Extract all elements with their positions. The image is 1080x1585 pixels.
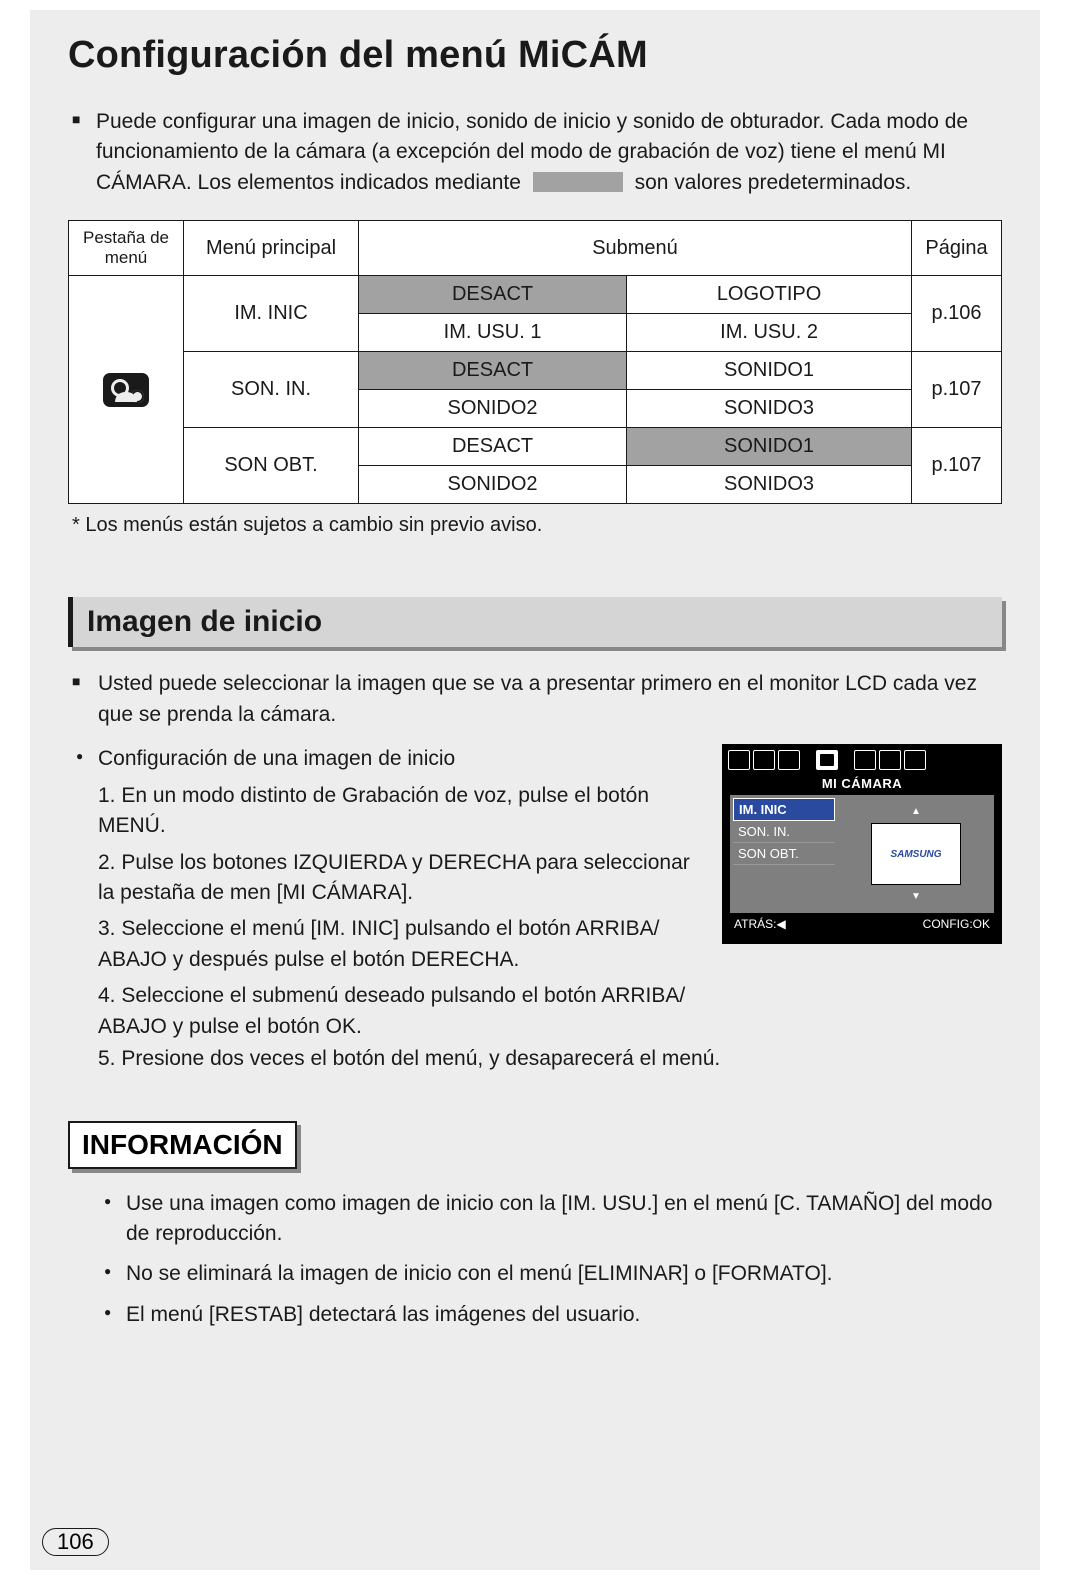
lcd-ok-label: CONFIG:OK bbox=[923, 917, 990, 931]
sub-cell: SONIDO2 bbox=[359, 466, 627, 504]
page-number: 106 bbox=[42, 1528, 109, 1556]
menu-table: Pestaña de menú Menú principal Submenú P… bbox=[68, 220, 1002, 504]
info-list: Use una imagen como imagen de inicio con… bbox=[68, 1189, 1002, 1331]
section-heading: Imagen de inicio bbox=[87, 605, 988, 639]
page-title: Configuración del menú MiCÁM bbox=[68, 34, 1002, 77]
lcd-tab-icon bbox=[854, 750, 876, 770]
info-item: No se eliminará la imagen de inicio con … bbox=[96, 1259, 1002, 1289]
lcd-menu-item: SON. IN. bbox=[733, 821, 835, 843]
steps-list-cont: 5. Presione dos veces el botón del menú,… bbox=[68, 1044, 1002, 1074]
sub-cell: DESACT bbox=[359, 428, 627, 466]
main-cell: SON. IN. bbox=[184, 352, 359, 428]
down-arrow-icon: ▼ bbox=[911, 891, 921, 902]
sub-cell: SONIDO2 bbox=[359, 390, 627, 428]
th-tab: Pestaña de menú bbox=[69, 221, 184, 276]
lcd-thumbnail: SAMSUNG bbox=[871, 823, 961, 885]
table-header-row: Pestaña de menú Menú principal Submenú P… bbox=[69, 221, 1002, 276]
startimage-body: Configuración de una imagen de inicio 1.… bbox=[68, 744, 1002, 1048]
lcd-tab-icon-active bbox=[816, 750, 838, 770]
th-main: Menú principal bbox=[184, 221, 359, 276]
table-row: SON. IN. DESACT SONIDO1 p.107 bbox=[69, 352, 1002, 390]
step: 2. Pulse los botones IZQUIERDA y DERECHA… bbox=[98, 848, 704, 909]
th-sub: Submenú bbox=[359, 221, 912, 276]
info-heading: INFORMACIÓN bbox=[82, 1129, 283, 1161]
sub-cell: SONIDO3 bbox=[627, 466, 912, 504]
lcd-tab-icon bbox=[879, 750, 901, 770]
page-cell: p.107 bbox=[912, 352, 1002, 428]
config-label: Configuración de una imagen de inicio bbox=[68, 744, 704, 774]
lcd-title: MI CÁMARA bbox=[724, 774, 1000, 795]
step: 4. Seleccione el submenú deseado pulsand… bbox=[98, 981, 704, 1042]
table-footnote: * Los menús están sujetos a cambio sin p… bbox=[68, 514, 1002, 537]
sub-cell: SONIDO3 bbox=[627, 390, 912, 428]
lcd-tab-icon bbox=[904, 750, 926, 770]
lcd-menu: IM. INIC SON. IN. SON OBT. bbox=[730, 795, 838, 913]
lcd-screenshot: MI CÁMARA IM. INIC SON. IN. SON OBT. ▲ S… bbox=[722, 744, 1002, 944]
up-arrow-icon: ▲ bbox=[911, 806, 921, 817]
sub-cell: DESACT bbox=[359, 352, 627, 390]
info-item: El menú [RESTAB] detectará las imágenes … bbox=[96, 1300, 1002, 1330]
lcd-body: IM. INIC SON. IN. SON OBT. ▲ SAMSUNG ▼ bbox=[730, 795, 994, 913]
lcd-footer: ATRÁS:◀ CONFIG:OK bbox=[724, 913, 1000, 931]
main-cell: IM. INIC bbox=[184, 276, 359, 352]
lcd-preview: ▲ SAMSUNG ▼ bbox=[838, 795, 994, 913]
page-cell: p.107 bbox=[912, 428, 1002, 504]
intro-paragraph: Puede configurar una imagen de inicio, s… bbox=[68, 107, 1002, 198]
startimage-intro: Usted puede seleccionar la imagen que se… bbox=[68, 669, 1002, 730]
sub-cell: SONIDO1 bbox=[627, 352, 912, 390]
lcd-tab-icon bbox=[728, 750, 750, 770]
lcd-tab-icons bbox=[724, 746, 1000, 774]
mycamera-tab-icon bbox=[103, 373, 149, 407]
lcd-back-label: ATRÁS:◀ bbox=[734, 917, 786, 931]
lcd-menu-item: SON OBT. bbox=[733, 843, 835, 865]
tab-cell bbox=[69, 276, 184, 504]
table-row: SON OBT. DESACT SONIDO1 p.107 bbox=[69, 428, 1002, 466]
info-header: INFORMACIÓN bbox=[68, 1121, 297, 1169]
sub-cell: SONIDO1 bbox=[627, 428, 912, 466]
sub-cell: LOGOTIPO bbox=[627, 276, 912, 314]
step: 1. En un modo distinto de Grabación de v… bbox=[98, 781, 704, 842]
section-header-startimage: Imagen de inicio bbox=[68, 597, 1002, 647]
manual-page: Configuración del menú MiCÁM Puede confi… bbox=[30, 10, 1040, 1570]
info-item: Use una imagen como imagen de inicio con… bbox=[96, 1189, 1002, 1250]
lcd-tab-icon bbox=[753, 750, 775, 770]
step: 3. Seleccione el menú [IM. INIC] pulsand… bbox=[98, 914, 704, 975]
page-cell: p.106 bbox=[912, 276, 1002, 352]
default-value-swatch bbox=[533, 172, 623, 192]
sub-cell: DESACT bbox=[359, 276, 627, 314]
steps-list: 1. En un modo distinto de Grabación de v… bbox=[68, 781, 704, 1043]
sub-cell: IM. USU. 1 bbox=[359, 314, 627, 352]
lcd-menu-item-selected: IM. INIC bbox=[733, 798, 835, 821]
step: 5. Presione dos veces el botón del menú,… bbox=[98, 1044, 1002, 1074]
main-cell: SON OBT. bbox=[184, 428, 359, 504]
intro-text-after: son valores predeterminados. bbox=[635, 171, 912, 194]
lcd-tab-icon bbox=[778, 750, 800, 770]
table-row: IM. INIC DESACT LOGOTIPO p.106 bbox=[69, 276, 1002, 314]
sub-cell: IM. USU. 2 bbox=[627, 314, 912, 352]
th-page: Página bbox=[912, 221, 1002, 276]
